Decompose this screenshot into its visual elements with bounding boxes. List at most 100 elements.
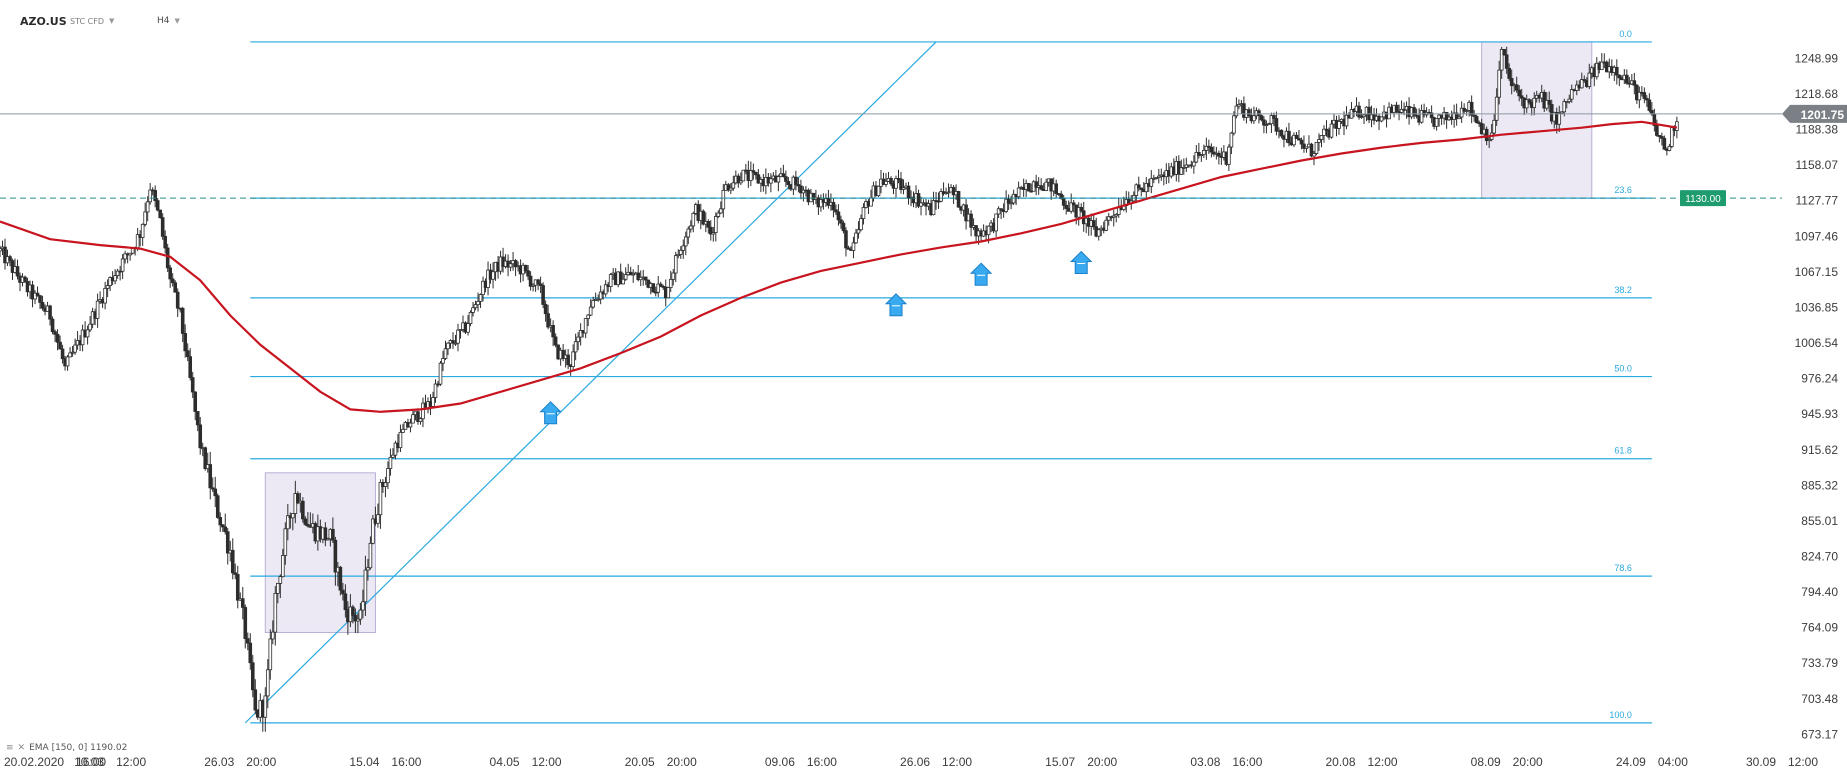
- candle-body: [1009, 202, 1013, 205]
- candle: [143, 202, 147, 227]
- candle-body: [85, 329, 90, 338]
- candle-body: [736, 175, 741, 184]
- candle: [1011, 189, 1016, 205]
- candle-body: [60, 348, 65, 360]
- current-price-value: 1201.75: [1801, 108, 1845, 122]
- candle-body: [153, 190, 157, 202]
- candle-body: [68, 352, 72, 358]
- candle-body: [115, 270, 120, 276]
- candle: [1509, 69, 1514, 95]
- candle-body: [1362, 114, 1366, 117]
- candle-body: [1139, 187, 1144, 190]
- candle-body: [1157, 175, 1161, 178]
- candle-body: [1104, 219, 1109, 231]
- y-tick-label: 1188.38: [1796, 123, 1839, 137]
- candle-body: [225, 531, 230, 554]
- candle-body: [303, 518, 308, 525]
- candle: [50, 316, 55, 335]
- candle: [195, 411, 200, 432]
- candle: [416, 408, 420, 425]
- candle-body: [566, 354, 570, 366]
- candle: [528, 271, 533, 291]
- candle: [271, 620, 275, 645]
- candle-body: [1204, 145, 1209, 151]
- candle: [1076, 202, 1081, 226]
- candle: [676, 249, 681, 259]
- candle: [331, 517, 335, 544]
- candle-body: [714, 216, 718, 233]
- candle: [1642, 87, 1647, 104]
- level-badge: [1680, 190, 1726, 207]
- candle: [175, 288, 180, 318]
- candle: [711, 226, 716, 242]
- candle-body: [446, 342, 450, 350]
- candle-body: [1479, 123, 1484, 135]
- fib-label-61-8: 61.8: [1614, 446, 1632, 456]
- candle: [623, 267, 628, 281]
- level-badge-value: 1130.00: [1685, 194, 1721, 205]
- candle-body: [1625, 74, 1629, 84]
- candle-body: [1419, 110, 1424, 123]
- candle: [1302, 135, 1306, 153]
- candle-body: [786, 180, 791, 185]
- candle: [1069, 193, 1074, 214]
- candle-body: [368, 542, 373, 569]
- candle-body: [40, 302, 45, 309]
- candle-body: [50, 318, 55, 333]
- symbol-label[interactable]: AZO.US: [20, 14, 67, 28]
- candle: [456, 323, 460, 352]
- candle-body: [1302, 143, 1306, 149]
- candle-body: [1567, 98, 1572, 102]
- candle-body: [1194, 151, 1199, 163]
- candle: [683, 231, 688, 256]
- candle-body: [306, 524, 310, 527]
- candle-body: [468, 312, 473, 324]
- close-icon[interactable]: ✕: [17, 743, 26, 753]
- candle: [35, 286, 40, 297]
- candle: [906, 181, 911, 205]
- indicator-legend[interactable]: ≡ ✕ EMA [150, 0] 1190.02: [6, 743, 127, 753]
- candle-body: [1594, 62, 1599, 78]
- candle: [1264, 120, 1269, 134]
- candle-body: [986, 225, 991, 236]
- settings-icon[interactable]: ≡: [6, 743, 14, 753]
- candle: [433, 379, 438, 403]
- candle: [1517, 85, 1522, 102]
- candle: [371, 514, 375, 545]
- candle-body: [296, 493, 300, 504]
- up-arrow-icon: [1070, 250, 1093, 275]
- candle-body: [491, 271, 495, 280]
- candle-body: [884, 180, 888, 185]
- candle: [1252, 106, 1256, 124]
- candle: [1547, 91, 1552, 113]
- candle-body: [551, 325, 555, 338]
- candle: [551, 320, 555, 347]
- candle-body: [1514, 84, 1519, 91]
- candle-body: [1179, 167, 1184, 175]
- candle-body: [165, 247, 170, 269]
- candle-body: [553, 336, 558, 346]
- candle-body: [451, 340, 455, 344]
- candle: [351, 604, 355, 624]
- candle: [1144, 177, 1149, 200]
- candle: [1149, 170, 1154, 194]
- candle: [303, 516, 308, 527]
- candle: [1504, 46, 1509, 74]
- candle-body: [1337, 121, 1341, 129]
- candle-body: [1076, 207, 1081, 218]
- candle: [956, 190, 961, 208]
- candle-body: [233, 572, 238, 575]
- candle: [1157, 168, 1161, 184]
- candle-body: [1279, 129, 1284, 137]
- candle-body: [1469, 101, 1474, 116]
- instrument-type-selector[interactable]: STC CFD ▼: [70, 12, 114, 30]
- candle-body: [1034, 181, 1038, 188]
- candle: [714, 212, 718, 242]
- candle: [185, 343, 190, 362]
- chevron-down-icon: ▼: [174, 17, 180, 25]
- timeframe-selector[interactable]: H4 ▼: [157, 12, 180, 30]
- candle: [876, 185, 881, 198]
- candle-body: [15, 266, 20, 277]
- candle: [1645, 95, 1649, 107]
